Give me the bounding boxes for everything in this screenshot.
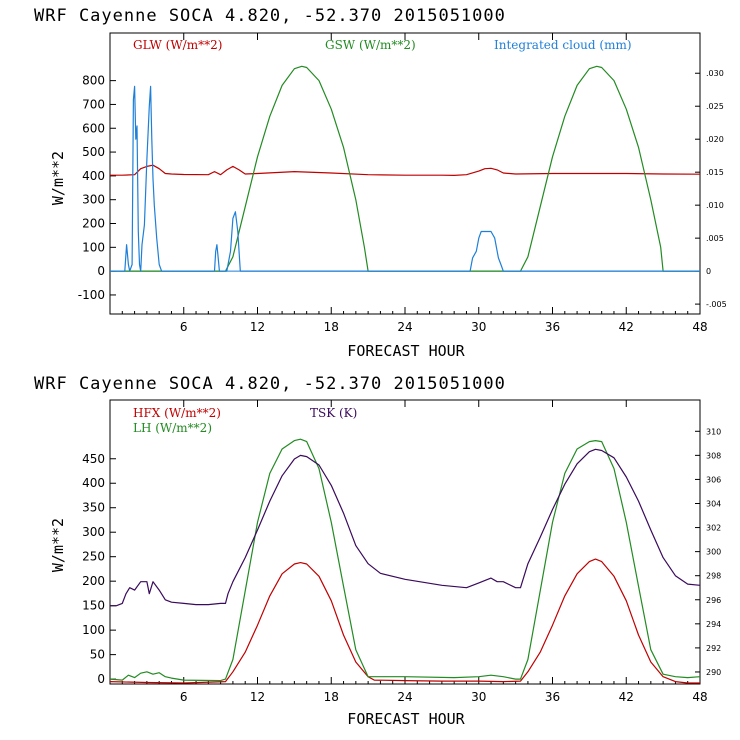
top-x-tick-label: 24 xyxy=(397,320,412,334)
top-y-tick-label: 600 xyxy=(82,121,105,135)
top-y-tick-label: 0 xyxy=(97,264,105,278)
bottom-x-axis-label: FORECAST HOUR xyxy=(347,710,465,728)
bottom-y-axis-label: W/m**2 xyxy=(49,518,67,572)
bottom-y2-tick-label: 298 xyxy=(706,572,721,581)
bottom-y-tick-label: 300 xyxy=(82,525,105,539)
top-x-tick-label: 18 xyxy=(324,320,339,334)
top-chart-title: WRF Cayenne SOCA 4.820, -52.370 20150510… xyxy=(34,6,506,26)
bottom-y2-tick-label: 294 xyxy=(706,620,721,629)
top-legend-cloud: Integrated cloud (mm) xyxy=(494,38,632,52)
bottom-series-lh-line xyxy=(109,438,701,682)
bottom-chart-title: WRF Cayenne SOCA 4.820, -52.370 20150510… xyxy=(34,374,506,394)
bottom-y2-tick-label: 300 xyxy=(706,548,721,557)
top-y2-tick-label: -.005 xyxy=(706,300,727,309)
top-y-tick-label: -100 xyxy=(78,288,105,302)
bottom-y2-tick-label: 302 xyxy=(706,524,721,533)
bottom-y2-tick-label: 292 xyxy=(706,644,721,653)
bottom-y-tick-label: 400 xyxy=(82,476,105,490)
top-x-tick-label: 42 xyxy=(619,320,634,334)
top-legend-gsw: GSW (W/m**2) xyxy=(325,38,416,52)
top-series-gsw-line xyxy=(110,65,700,272)
bottom-y2-tick-label: 306 xyxy=(706,475,721,484)
top-x-tick-label: 30 xyxy=(471,320,486,334)
top-x-tick-label: 6 xyxy=(180,320,188,334)
bottom-y-tick-label: 100 xyxy=(82,623,105,637)
bottom-x-tick-label: 48 xyxy=(692,690,707,704)
bottom-x-tick-label: 18 xyxy=(324,690,339,704)
bottom-series-hfx-line xyxy=(109,558,700,684)
top-y2-tick-label: .005 xyxy=(706,234,724,243)
bottom-legend-tsk: TSK (K) xyxy=(310,406,357,420)
bottom-x-tick-label: 12 xyxy=(250,690,265,704)
top-y2-tick-label: .025 xyxy=(706,102,724,111)
top-legend-glw: GLW (W/m**2) xyxy=(133,38,222,52)
bottom-x-tick-label: 30 xyxy=(471,690,486,704)
bottom-y2-tick-label: 308 xyxy=(706,451,721,460)
bottom-y2-tick-label: 310 xyxy=(706,427,721,436)
bottom-x-tick-label: 6 xyxy=(180,690,188,704)
top-x-tick-label: 12 xyxy=(250,320,265,334)
bottom-y-tick-label: 350 xyxy=(82,501,105,515)
top-series-integrated-line xyxy=(110,85,700,272)
bottom-y2-tick-label: 296 xyxy=(706,596,721,605)
bottom-y2-tick-label: 290 xyxy=(706,668,721,677)
top-y2-tick-label: .010 xyxy=(706,201,724,210)
top-y-tick-label: 500 xyxy=(82,145,105,159)
bottom-series-tsk-line xyxy=(110,448,701,607)
top-x-tick-label: 36 xyxy=(545,320,560,334)
top-y2-tick-label: .020 xyxy=(706,135,724,144)
bottom-y-tick-label: 50 xyxy=(90,648,105,662)
bottom-y2-tick-label: 304 xyxy=(706,499,721,508)
top-y2-tick-label: .030 xyxy=(706,69,724,78)
top-y-tick-label: 300 xyxy=(82,193,105,207)
top-y-tick-label: 700 xyxy=(82,97,105,111)
top-y-axis-label: W/m**2 xyxy=(49,151,67,205)
top-y-tick-label: 100 xyxy=(82,240,105,254)
top-y-tick-label: 200 xyxy=(82,217,105,231)
bottom-y-tick-label: 200 xyxy=(82,574,105,588)
bottom-y-tick-label: 250 xyxy=(82,550,105,564)
bottom-x-tick-label: 24 xyxy=(397,690,412,704)
bottom-legend-lh: LH (W/m**2) xyxy=(133,421,212,435)
bottom-y-tick-label: 0 xyxy=(97,672,105,686)
top-y2-tick-label: .015 xyxy=(706,168,724,177)
bottom-y-tick-label: 450 xyxy=(82,452,105,466)
bottom-x-tick-label: 36 xyxy=(545,690,560,704)
bottom-plot-frame xyxy=(109,399,701,685)
top-y2-tick-label: 0 xyxy=(706,267,711,276)
bottom-x-tick-label: 42 xyxy=(619,690,634,704)
top-y-tick-label: 400 xyxy=(82,169,105,183)
top-x-axis-label: FORECAST HOUR xyxy=(347,342,465,360)
top-y-tick-label: 800 xyxy=(82,74,105,88)
top-series-glw-line xyxy=(110,164,701,176)
bottom-y-tick-label: 150 xyxy=(82,599,105,613)
top-x-tick-label: 48 xyxy=(692,320,707,334)
bottom-legend-hfx: HFX (W/m**2) xyxy=(133,406,221,420)
